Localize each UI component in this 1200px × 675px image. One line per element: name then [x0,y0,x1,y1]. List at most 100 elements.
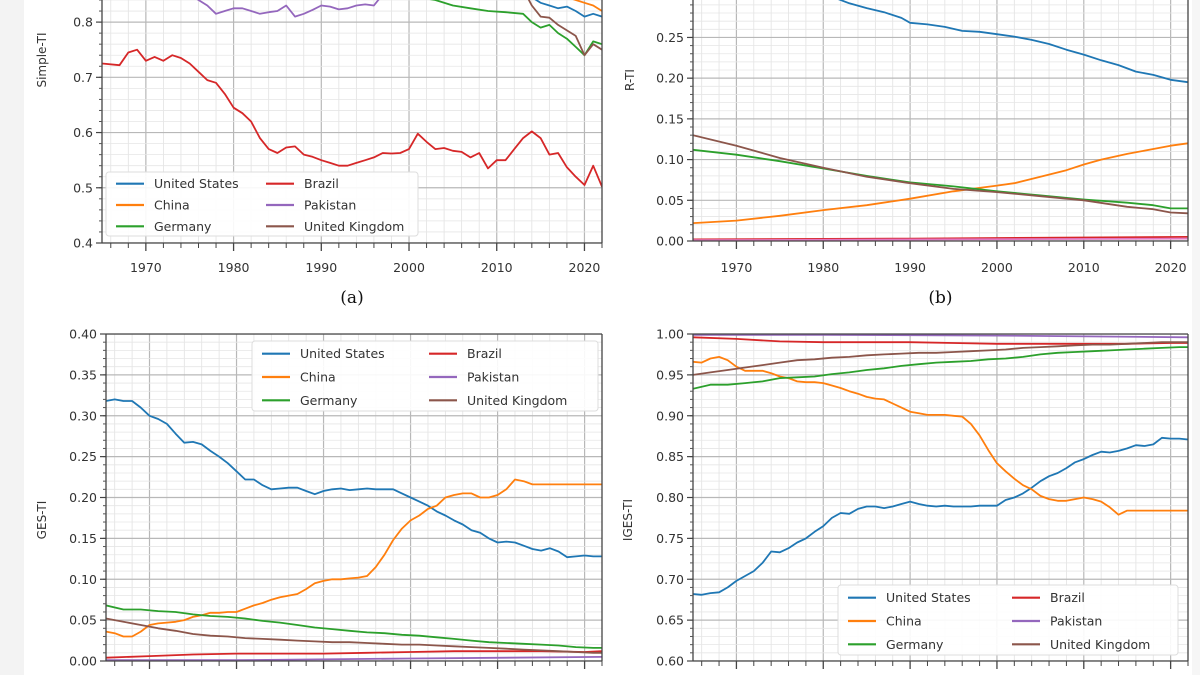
y-axis-title: Simple-TI [35,32,49,87]
legend-label: Brazil [1050,590,1085,605]
chart-panel-4: 0.60 0.65 0.70 0.75 0.80 0.85 0.90 0.95 1.00 IGES… [621,327,1189,669]
legend-box [837,584,1179,656]
legend: United States China Germany Brazil Pakistan U… [251,340,599,412]
y-tick-label: 0.15 [656,111,684,126]
y-tick-label: 0.00 [656,234,684,249]
page-margin-strip [0,0,24,675]
y-tick-label: 0.8 [73,15,93,30]
grid [693,334,1188,661]
legend-box [105,171,419,237]
series-line-brazil [102,48,602,188]
x-tick-label: 2010 [1068,260,1100,275]
series-line-pakistan [693,237,1188,241]
series-line-germany [693,148,1188,210]
y-tick-label: 1.00 [656,327,684,342]
series-line-pakistan [106,656,602,661]
series-line-china [106,478,602,638]
legend-label: China [154,198,190,213]
x-tick-label: 2020 [569,260,601,275]
legend-label: China [886,614,922,629]
y-tick-label: 0.80 [656,490,684,505]
series-line-pakistan [693,334,1188,339]
series-line-united-kingdom [693,134,1188,215]
y-axis-title: GES-TI [35,501,49,540]
y-tick-label: 0.6 [73,125,93,140]
x-tick-label: 2000 [981,260,1013,275]
legend-label: United Kingdom [304,219,404,234]
y-tick-label: 0.7 [73,70,93,85]
series-line-china [693,142,1188,224]
y-tick-label: 0.90 [656,408,684,423]
y-tick-label: 0.40 [69,327,97,342]
x-tick-label: 2000 [393,260,425,275]
x-tick-label: 1970 [721,260,753,275]
x-tick-label: 1980 [218,260,250,275]
legend: United States China Germany Brazil Pakistan U… [837,584,1179,656]
grid [693,0,1188,241]
y-tick-label: 0.70 [656,572,684,587]
series-line-china [572,0,602,12]
chart-panel-1: 0.4 0.5 0.6 0.7 0.8 1970 1980 1990 2000 2010 2020 S… [35,0,603,308]
x-tick-label: 1990 [894,260,926,275]
series-line-united-kingdom [527,0,602,57]
series-line-united-kingdom [693,341,1188,376]
y-tick-label: 0.5 [73,180,93,195]
legend-box [251,340,599,412]
series-line-united-states [534,0,602,18]
series-line-united-states [106,398,602,559]
y-tick-label: 0.05 [656,193,684,208]
y-tick-label: 0.25 [69,449,97,464]
y-axis-title: IGES-TI [621,499,635,541]
page-margin-strip-right [1192,0,1200,675]
y-tick-label: 0.65 [656,613,684,628]
series-line-united-kingdom [106,617,602,654]
series-line-germany [106,604,602,649]
series-group [693,0,1188,241]
x-tick-label: 1970 [130,260,162,275]
legend-label: United States [886,590,971,605]
legend-label: Germany [886,637,944,652]
series-group [102,0,602,188]
y-tick-label: 0.05 [69,613,97,628]
series-line-united-states [838,0,1188,84]
legend-label: Pakistan [1050,614,1102,629]
y-tick-label: 0.35 [69,367,97,382]
y-tick-label: 0.10 [656,152,684,167]
legend-label: United States [154,176,239,191]
legend-label: Pakistan [304,198,356,213]
legend-label: Brazil [467,346,502,361]
series-group [693,334,1188,596]
series-line-germany [429,0,602,57]
legend-label: Germany [154,219,212,234]
y-tick-label: 0.75 [656,531,684,546]
y-axis-title: R-TI [623,69,637,91]
series-line-united-states [693,436,1188,596]
y-tick-label: 0.25 [656,30,684,45]
legend-label: United Kingdom [467,393,567,408]
x-tick-label: 2020 [1155,260,1187,275]
y-tick-label: 0.20 [69,490,97,505]
y-tick-label: 0.60 [656,654,684,669]
x-tick-label: 2010 [481,260,513,275]
y-tick-label: 0.15 [69,531,97,546]
legend-label: China [300,370,336,385]
series-group [106,398,602,661]
chart-panel-2: 0.00 0.05 0.10 0.15 0.20 0.25 1970 1980 1990 2000… [623,0,1189,308]
panel-label: (a) [340,288,363,308]
legend: United States China Germany Brazil Pakistan U… [105,171,419,237]
x-tick-label: 1990 [305,260,337,275]
chart-panel-3: 0.00 0.05 0.10 0.15 0.20 0.25 0.30 0.35 0.40 GES-… [35,327,603,669]
series-line-pakistan [196,0,380,18]
legend-label: United Kingdom [1050,637,1150,652]
y-tick-label: 0.20 [656,71,684,86]
y-tick-label: 0.00 [69,654,97,669]
y-tick-label: 0.95 [656,367,684,382]
y-tick-label: 0.10 [69,572,97,587]
y-tick-label: 0.4 [73,236,93,251]
panel-label: (b) [928,288,952,308]
legend-label: United States [300,346,385,361]
series-line-china [693,355,1188,516]
y-tick-label: 0.85 [656,449,684,464]
series-line-germany [693,346,1188,390]
